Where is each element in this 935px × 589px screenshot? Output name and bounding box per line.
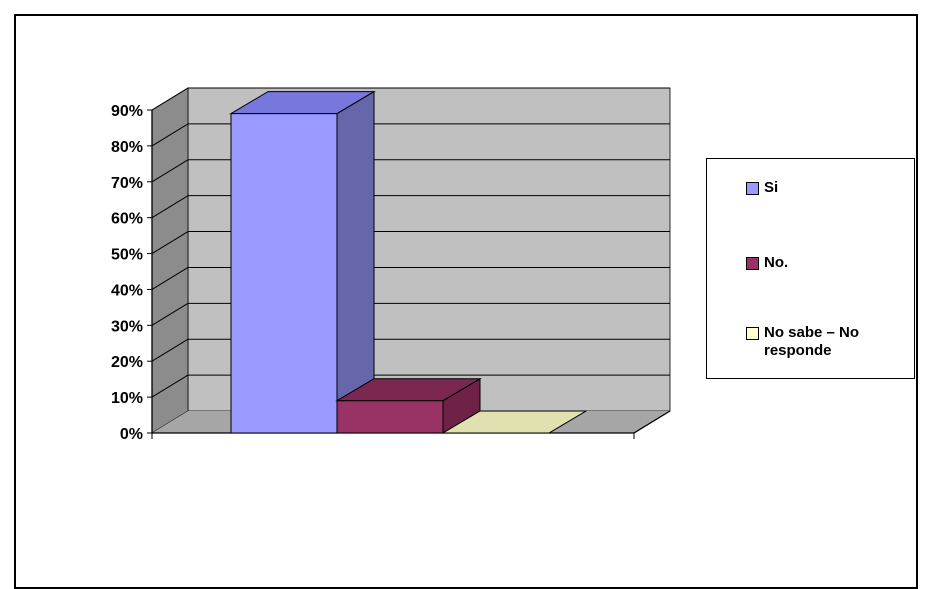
bar-no [335, 377, 482, 434]
legend-item-no: No. [746, 254, 914, 272]
x-axis-depth [633, 410, 671, 434]
y-tick-label: 20% [111, 354, 143, 371]
bar-chart-3d: 0% 10% 20% 30% 40% 50% 60% 70% 80% 90% [111, 87, 671, 443]
legend-label-si: Si [764, 179, 779, 196]
y-tick-label: 70% [111, 175, 143, 192]
gridline-side [151, 231, 189, 254]
legend-item-si: Si [746, 179, 914, 197]
bar-no-sabe [441, 410, 588, 434]
legend-swatch-si [746, 182, 759, 195]
legend-label-no-sabe: No sabe – No responde [764, 324, 860, 359]
gridline-side [151, 267, 189, 290]
gridline-side [151, 123, 189, 147]
gridline-side [151, 159, 189, 183]
legend-item-no-sabe: No sabe – No responde [746, 324, 914, 360]
y-tick-label: 30% [111, 318, 143, 335]
bar-si [229, 90, 376, 434]
legend-swatch-no-sabe [746, 327, 759, 340]
gridline-side [151, 302, 189, 326]
chart-legend: Si No. No sabe – No responde [706, 158, 915, 379]
gridline-side [151, 87, 189, 111]
y-tick-label: 50% [111, 247, 143, 264]
y-tick-label: 60% [111, 211, 143, 228]
gridline-side [151, 338, 189, 362]
y-tick-label: 10% [111, 390, 143, 407]
legend-swatch-no [746, 257, 759, 270]
side-wall [151, 87, 189, 434]
y-tick-label: 0% [120, 426, 143, 443]
gridline-side [151, 195, 189, 219]
legend-label-no: No. [764, 254, 789, 271]
y-tick-label: 80% [111, 139, 143, 156]
gridline-side [151, 374, 189, 398]
y-tick-label: 90% [111, 103, 143, 120]
y-tick-label: 40% [111, 282, 143, 299]
